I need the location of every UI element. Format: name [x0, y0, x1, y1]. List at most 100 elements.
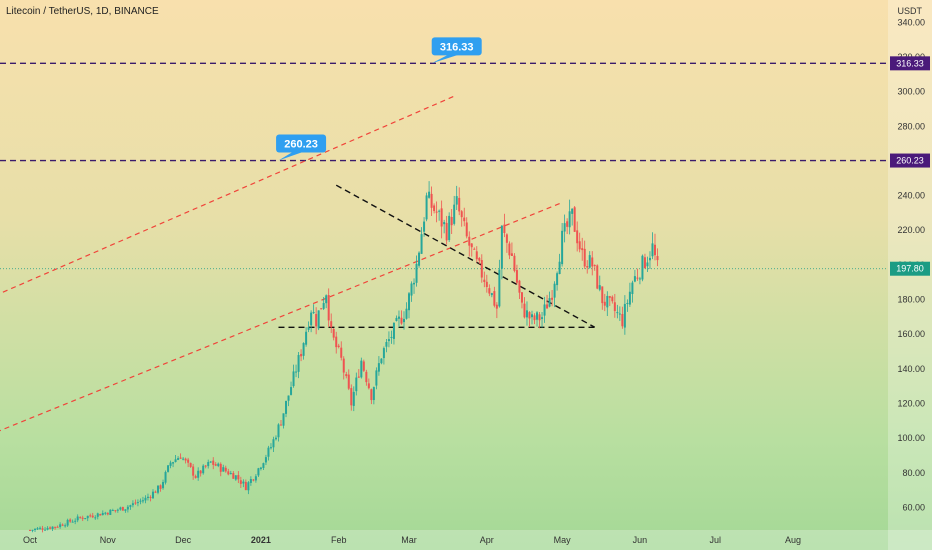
candle-body	[69, 519, 72, 522]
candle-body	[157, 485, 160, 493]
candle-body	[606, 295, 609, 308]
candle-body	[79, 517, 82, 519]
candle-body	[272, 439, 275, 448]
candle-body	[392, 322, 395, 339]
candle-body	[613, 302, 616, 312]
candle-body	[182, 458, 185, 460]
candle-body	[254, 476, 257, 481]
candle-body	[192, 466, 195, 476]
candle-body	[440, 208, 443, 227]
candle-body	[86, 515, 89, 519]
candle-body	[335, 336, 338, 348]
candle-body	[458, 197, 461, 212]
candle-body	[425, 195, 428, 220]
candle-body	[36, 528, 39, 530]
candle-body	[129, 505, 132, 507]
candle-body	[385, 342, 388, 347]
candle-body	[382, 348, 385, 359]
candle-body	[533, 315, 536, 321]
candle-body	[302, 343, 305, 356]
channel-upper-line	[0, 94, 457, 295]
candle-body	[520, 292, 523, 303]
candle-body	[54, 526, 57, 528]
candle-body	[227, 471, 230, 475]
candle-body	[518, 280, 521, 293]
candle-body	[239, 480, 242, 484]
candle-body	[390, 336, 393, 338]
candle-body	[202, 465, 205, 474]
candle-body	[513, 255, 516, 271]
x-tick-label: Nov	[100, 535, 117, 545]
candle-body	[498, 269, 501, 307]
candle-body	[493, 291, 496, 306]
candle-body	[126, 506, 129, 510]
candle-body	[400, 317, 403, 324]
candle-body	[187, 459, 190, 463]
candle-body	[51, 526, 54, 529]
candle-body	[538, 314, 541, 321]
candle-body	[480, 260, 483, 278]
candle-body	[656, 255, 659, 261]
x-tick-label: May	[554, 535, 572, 545]
candle-body	[89, 515, 92, 517]
candle-body	[41, 528, 44, 530]
candle-body	[290, 387, 293, 395]
candle-body	[167, 465, 170, 472]
candle-body	[646, 262, 649, 267]
candle-body	[571, 208, 574, 214]
candle-body	[633, 276, 636, 282]
candle-body	[561, 230, 564, 265]
candle-body	[465, 222, 468, 237]
candle-body	[463, 217, 466, 222]
candle-body	[232, 473, 235, 479]
callout-box	[431, 37, 482, 56]
candle-body	[428, 191, 431, 198]
candle-body	[643, 257, 646, 269]
candle-body	[596, 265, 599, 289]
candle-body	[402, 318, 405, 323]
candle-body	[212, 460, 215, 465]
x-tick-label: 2021	[251, 535, 271, 545]
candle-body	[583, 248, 586, 267]
candle-body	[164, 472, 167, 483]
candle-body	[367, 383, 370, 389]
candle-body	[287, 395, 290, 401]
y-tick-label: 80.00	[902, 468, 925, 478]
candle-body	[179, 457, 182, 459]
candle-body	[46, 527, 49, 530]
candle-body	[636, 277, 639, 279]
candle-body	[274, 437, 277, 440]
candle-body	[99, 513, 102, 516]
candle-body	[475, 251, 478, 260]
candle-body	[174, 459, 177, 463]
last-price-tag	[890, 261, 930, 276]
candle-body	[66, 519, 69, 526]
candle-body	[207, 462, 210, 467]
candle-body	[387, 339, 390, 342]
candle-body	[91, 515, 94, 518]
candle-body	[651, 243, 654, 257]
candle-body	[269, 447, 272, 449]
candle-body	[531, 314, 533, 318]
candle-body	[553, 283, 556, 298]
candle-body	[443, 222, 446, 225]
callout-label: 260.23	[284, 139, 318, 151]
callout-label: 316.33	[440, 41, 474, 53]
candle-body	[204, 465, 207, 467]
candle-body	[528, 312, 531, 319]
candle-body	[503, 224, 506, 233]
candle-body	[74, 520, 77, 522]
candle-body	[375, 370, 378, 386]
candle-body	[277, 424, 280, 438]
candle-body	[473, 248, 476, 250]
candle-body	[601, 286, 604, 304]
x-tick-label: Oct	[23, 535, 38, 545]
candle-body	[139, 500, 142, 502]
candle-body	[423, 221, 426, 232]
candle-body	[237, 475, 240, 480]
callout-box	[276, 134, 327, 153]
candle-body	[372, 387, 375, 401]
x-axis-panel	[0, 530, 932, 550]
y-tick-label: 140.00	[897, 364, 925, 374]
